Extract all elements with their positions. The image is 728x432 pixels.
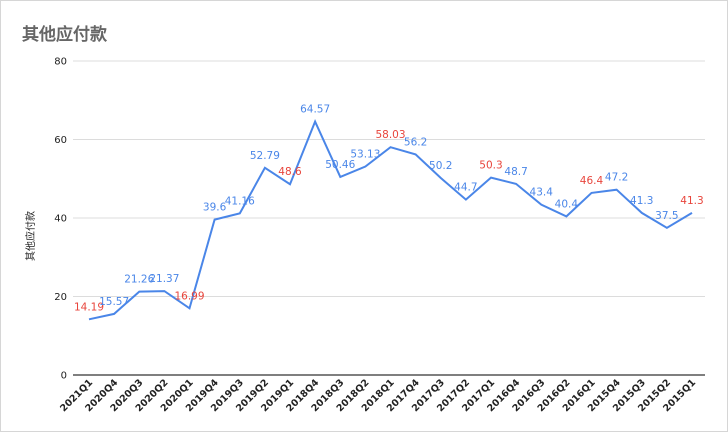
data-label: 41.3 (630, 195, 653, 207)
data-label: 37.5 (655, 210, 678, 222)
data-label: 47.2 (605, 172, 628, 184)
y-tick-label: 20 (54, 292, 67, 303)
data-label: 39.6 (203, 202, 227, 214)
data-label: 50.46 (325, 159, 355, 171)
data-label: 46.4 (580, 175, 604, 187)
data-label: 48.6 (278, 166, 302, 178)
data-label: 44.7 (454, 182, 477, 194)
data-label: 58.03 (375, 129, 405, 141)
series-line (88, 119, 693, 321)
data-label: 43.4 (530, 187, 554, 199)
data-label: 50.3 (479, 160, 502, 172)
chart-title: 其他应付款 (22, 25, 107, 45)
data-label: 41.16 (225, 195, 255, 207)
data-label: 16.99 (174, 290, 204, 302)
data-label: 64.57 (300, 104, 330, 116)
data-label: 48.7 (504, 166, 527, 178)
data-label: 21.26 (124, 274, 154, 286)
y-tick-label: 0 (61, 371, 67, 382)
gridlines (73, 60, 705, 376)
data-label: 14.19 (74, 301, 104, 313)
data-label: 41.3 (680, 195, 703, 207)
data-label: 40.4 (555, 198, 579, 210)
data-label: 15.57 (99, 296, 129, 308)
y-tick-label: 60 (54, 135, 67, 146)
y-tick-label: 80 (54, 57, 67, 68)
data-label: 52.79 (250, 150, 280, 162)
x-axis-ticks: 2021Q12020Q42020Q32020Q22020Q12019Q42019… (58, 377, 698, 414)
data-label: 56.2 (404, 136, 427, 148)
y-tick-label: 40 (54, 214, 67, 225)
data-label: 21.37 (149, 273, 179, 285)
data-label: 50.2 (429, 160, 452, 172)
y-axis-ticks: 0 20 40 60 80 (54, 57, 67, 382)
y-axis-label: 其他应付款 (24, 211, 37, 261)
data-label: 53.13 (350, 148, 380, 160)
